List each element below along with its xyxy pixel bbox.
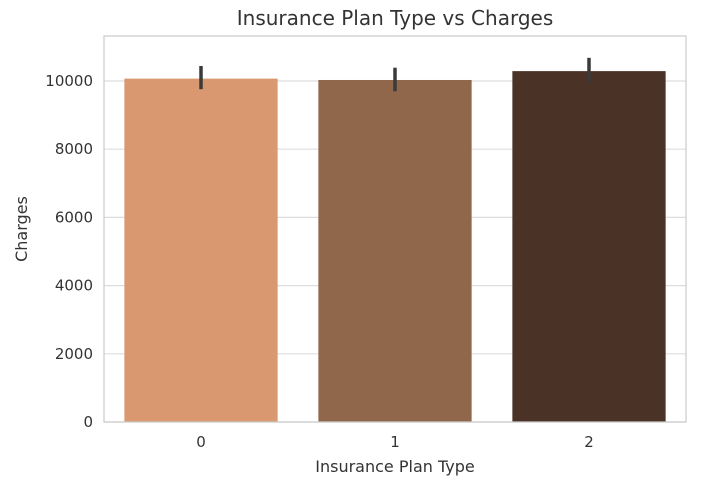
chart-title: Insurance Plan Type vs Charges (237, 6, 553, 30)
x-tick-label: 2 (584, 433, 594, 451)
plot-frame (103, 35, 687, 423)
y-tick-label: 10000 (45, 72, 93, 90)
y-tick-label: 6000 (55, 208, 93, 226)
y-tick-label: 2000 (55, 345, 93, 363)
bar-0 (124, 78, 278, 423)
x-tick-labels: 0 1 2 (196, 433, 594, 451)
y-tick-label: 0 (83, 413, 93, 431)
bars (124, 71, 666, 423)
y-axis-title: Charges (12, 196, 31, 262)
x-axis-title: Insurance Plan Type (315, 457, 474, 476)
y-tick-label: 4000 (55, 277, 93, 295)
y-tick-labels: 0 2000 4000 6000 8000 10000 (45, 72, 93, 431)
error-bars (199, 57, 591, 92)
bar-2 (512, 71, 666, 422)
bar-1 (318, 79, 472, 422)
x-tick-label: 1 (390, 433, 400, 451)
x-tick-label: 0 (196, 433, 206, 451)
y-tick-label: 8000 (55, 140, 93, 158)
